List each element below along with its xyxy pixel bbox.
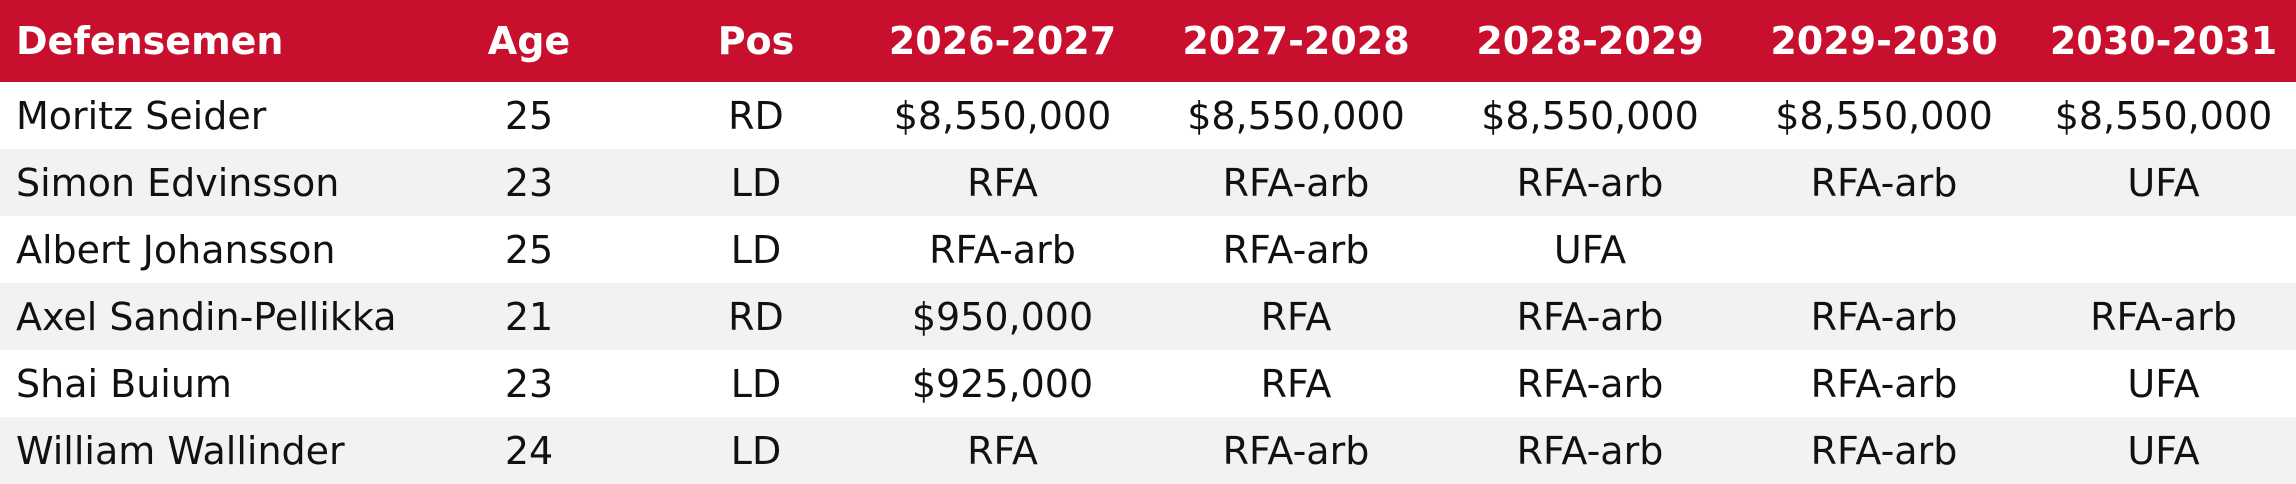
season-value: $8,550,000 (1775, 93, 1993, 138)
player-age: 25 (504, 227, 554, 272)
table-row: William Wallinder 24 LD RFA RFA-arb RFA-… (0, 417, 2296, 484)
header-defensemen: Defensemen (16, 19, 284, 63)
player-position: RD (728, 93, 784, 138)
table-row: Moritz Seider 25 RD $8,550,000 $8,550,00… (0, 82, 2296, 149)
season-value: RFA-arb (1516, 361, 1664, 406)
season-value: RFA-arb (1222, 428, 1370, 473)
season-value: $950,000 (911, 294, 1094, 339)
season-value: RFA-arb (929, 227, 1076, 272)
season-value: RFA-arb (1516, 160, 1664, 205)
table-row: Axel Sandin-Pellikka 21 RD $950,000 RFA … (0, 283, 2296, 350)
player-position: RD (728, 294, 784, 339)
season-value: RFA-arb (1810, 428, 1958, 473)
player-age: 25 (504, 93, 554, 138)
header-season-4: 2029-2030 (1770, 19, 1998, 63)
table-header-row: Defensemen Age Pos 2026-2027 2027-2028 2… (0, 0, 2296, 82)
player-position: LD (730, 227, 782, 272)
header-season-3: 2028-2029 (1476, 19, 1704, 63)
player-age: 21 (504, 294, 554, 339)
player-position: LD (730, 160, 782, 205)
table-row: Shai Buium 23 LD $925,000 RFA RFA-arb RF… (0, 350, 2296, 417)
season-value: RFA-arb (1810, 294, 1958, 339)
header-season-1: 2026-2027 (888, 19, 1117, 63)
player-position: LD (730, 361, 782, 406)
player-age: 23 (504, 160, 554, 205)
table-row: Simon Edvinsson 23 LD RFA RFA-arb RFA-ar… (0, 149, 2296, 216)
player-age: 24 (504, 428, 554, 473)
season-value: UFA (2127, 160, 2200, 205)
season-value: UFA (1553, 227, 1627, 272)
season-value: UFA (2127, 361, 2200, 406)
player-name: Moritz Seider (16, 93, 267, 138)
season-value: $8,550,000 (1481, 93, 1699, 138)
player-name: Shai Buium (16, 361, 232, 406)
player-age: 23 (504, 361, 554, 406)
player-name: William Wallinder (16, 428, 345, 473)
season-value: RFA-arb (1516, 294, 1664, 339)
season-value: RFA-arb (1222, 227, 1370, 272)
season-value: RFA-arb (1516, 428, 1664, 473)
player-name: Albert Johansson (16, 227, 336, 272)
player-name: Simon Edvinsson (16, 160, 340, 205)
season-value: $8,550,000 (893, 93, 1112, 138)
season-value: $8,550,000 (2054, 93, 2273, 138)
header-pos: Pos (717, 19, 795, 63)
season-value: RFA (967, 428, 1038, 473)
season-value: $8,550,000 (1187, 93, 1405, 138)
player-position: LD (730, 428, 782, 473)
season-value: RFA (967, 160, 1038, 205)
header-season-5: 2030-2031 (2049, 19, 2278, 63)
table-row: Albert Johansson 25 LD RFA-arb RFA-arb U… (0, 216, 2296, 283)
season-value: UFA (2127, 428, 2200, 473)
player-name: Axel Sandin-Pellikka (16, 294, 397, 339)
season-value: $925,000 (911, 361, 1094, 406)
season-value: RFA-arb (1810, 361, 1958, 406)
season-value: RFA-arb (1810, 160, 1958, 205)
season-value: RFA (1260, 361, 1332, 406)
season-value: RFA-arb (1222, 160, 1370, 205)
header-age: Age (487, 19, 571, 63)
season-value: RFA-arb (2090, 294, 2237, 339)
header-season-2: 2027-2028 (1182, 19, 1410, 63)
season-value: RFA (1260, 294, 1332, 339)
